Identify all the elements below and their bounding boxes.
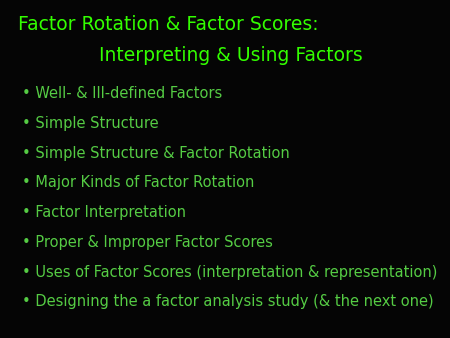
Text: Interpreting & Using Factors: Interpreting & Using Factors (99, 46, 363, 65)
Text: • Factor Interpretation: • Factor Interpretation (22, 205, 186, 220)
Text: • Simple Structure & Factor Rotation: • Simple Structure & Factor Rotation (22, 146, 290, 161)
Text: • Well- & Ill-defined Factors: • Well- & Ill-defined Factors (22, 86, 223, 101)
Text: • Uses of Factor Scores (interpretation & representation): • Uses of Factor Scores (interpretation … (22, 265, 438, 280)
Text: • Simple Structure: • Simple Structure (22, 116, 159, 131)
Text: • Proper & Improper Factor Scores: • Proper & Improper Factor Scores (22, 235, 274, 250)
Text: • Designing the a factor analysis study (& the next one): • Designing the a factor analysis study … (22, 294, 434, 309)
Text: • Major Kinds of Factor Rotation: • Major Kinds of Factor Rotation (22, 175, 255, 190)
Text: Factor Rotation & Factor Scores:: Factor Rotation & Factor Scores: (18, 15, 319, 34)
